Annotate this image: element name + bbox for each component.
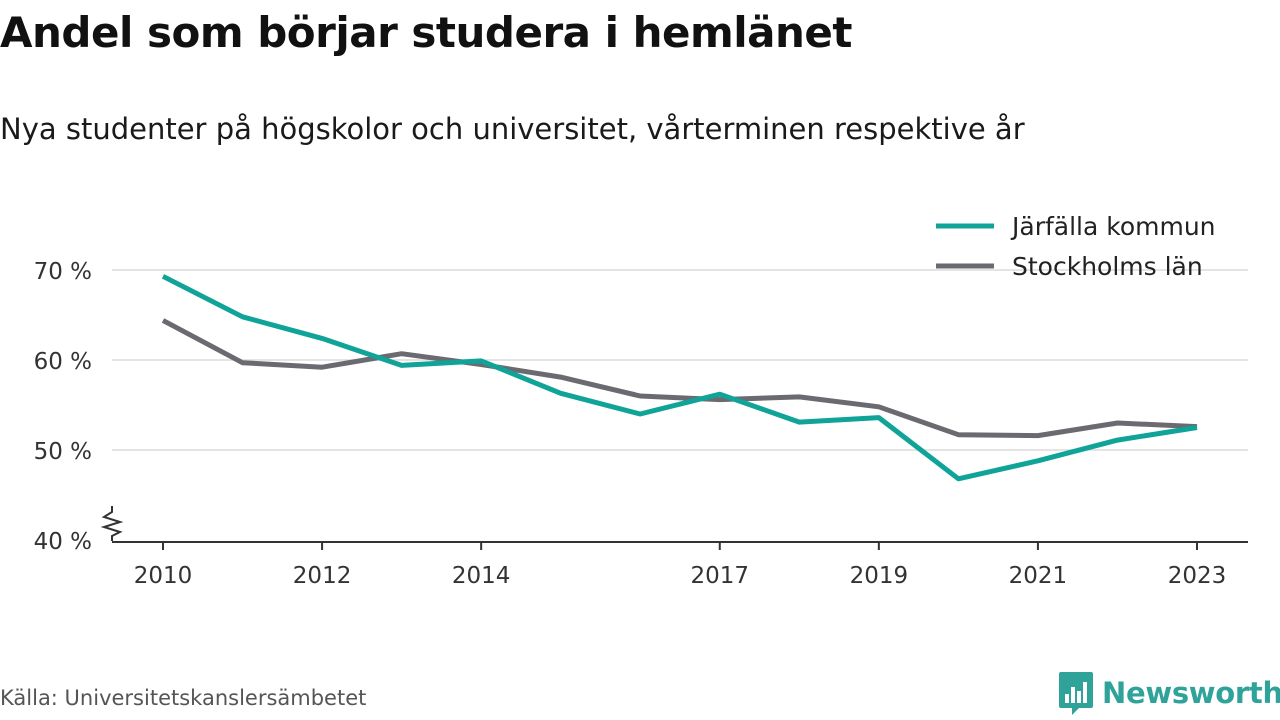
y-tick-label-50: 50 % [34, 439, 92, 465]
series-line-jarfalla [161, 274, 1198, 482]
x-tick-label-2012: 2012 [293, 563, 352, 589]
brand-logo: Newsworthy [1058, 670, 1280, 716]
chart-subtitle: Nya studenter på högskolor och universit… [0, 112, 1025, 146]
y-tick-label-60: 60 % [34, 349, 92, 375]
series-lines [161, 274, 1198, 482]
y-tick-label-40: 40 % [34, 529, 92, 555]
x-tick-label-2014: 2014 [452, 563, 511, 589]
x-tick-label-2017: 2017 [690, 563, 749, 589]
brand-name: Newsworthy [1102, 676, 1280, 710]
source-note: Källa: Universitetskanslersämbetet [0, 686, 367, 710]
legend-label-jarfalla: Järfälla kommun [1010, 212, 1216, 241]
x-tick-label-2019: 2019 [850, 563, 909, 589]
axes [100, 506, 1248, 550]
legend-label-stockholm: Stockholms län [1012, 252, 1203, 281]
x-tick-label-2023: 2023 [1168, 563, 1227, 589]
x-tick-label-2010: 2010 [134, 563, 193, 589]
x-tick-label-2021: 2021 [1009, 563, 1068, 589]
newsworthy-icon [1059, 672, 1093, 715]
y-tick-label-70: 70 % [34, 259, 92, 285]
tick-labels: 40 % 50 % 60 % 70 % 2010 2012 2014 2017 2019 2021… [34, 259, 1227, 589]
legend: Järfälla kommun Stockholms län [936, 212, 1216, 281]
series-line-stockholm [161, 318, 1198, 439]
y-axis-break [100, 506, 124, 541]
grid-lines [112, 269, 1248, 451]
chart-title: Andel som börjar studera i hemlänet [0, 8, 853, 57]
